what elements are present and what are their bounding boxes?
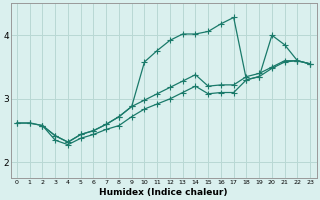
X-axis label: Humidex (Indice chaleur): Humidex (Indice chaleur) [99, 188, 228, 197]
